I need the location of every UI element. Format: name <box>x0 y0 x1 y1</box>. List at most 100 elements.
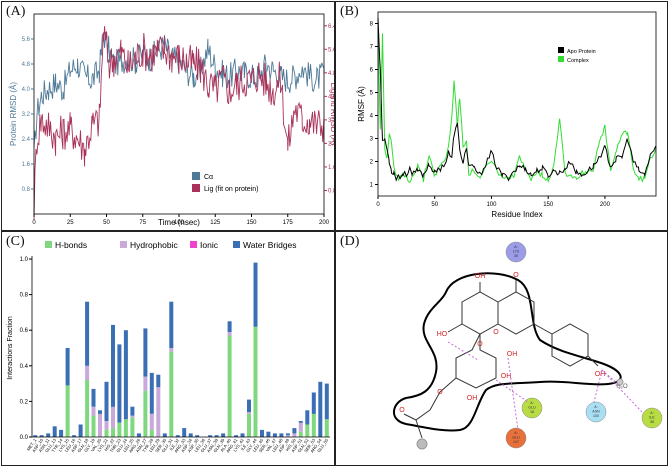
binding-pocket-contour <box>393 272 622 432</box>
y-axis-label: Interactions Fraction <box>7 316 14 380</box>
bar-water-bridges <box>98 410 102 414</box>
atom-label-oh: OH <box>595 371 606 378</box>
y2-tick-label: 6.4 <box>328 24 334 30</box>
x-tick-label: 200 <box>319 220 330 226</box>
hbond-dash <box>601 369 619 385</box>
methyl-sphere <box>416 438 428 450</box>
bar-water-bridges <box>247 399 251 413</box>
bar-h-bonds <box>143 390 148 437</box>
atom-label-oh: OH <box>475 273 486 280</box>
bar-water-bridges <box>52 426 57 437</box>
y-tick-label: 4 <box>370 114 374 120</box>
hbond-dash <box>507 357 519 431</box>
x-tick-label: 0 <box>32 220 36 226</box>
residue-sphere <box>505 241 527 263</box>
bar-water-bridges <box>78 424 83 437</box>
y-tick-label: 1.6 <box>22 162 31 168</box>
bar-h-bonds <box>311 413 316 437</box>
atom-label-oh: OH <box>501 373 512 380</box>
bar-hydrophobic <box>130 415 135 418</box>
bar-water-bridges <box>39 435 44 437</box>
bar-water-bridges <box>195 435 200 437</box>
atom-label-oh: OH <box>467 395 478 402</box>
bar-water-bridges <box>318 381 323 437</box>
bar-water-bridges <box>182 428 187 437</box>
bar-h-bonds <box>149 429 154 437</box>
bar-h-bonds <box>130 417 135 437</box>
plot-frame <box>377 11 657 197</box>
residue-label: 147 <box>513 440 519 444</box>
legend-label: Apo Protein <box>567 49 596 55</box>
bar-water-bridges <box>130 406 135 416</box>
series-line-complex <box>377 26 657 184</box>
legend-label: Cα <box>204 174 213 181</box>
atom-label-o: O <box>399 407 405 414</box>
legend-swatch <box>558 56 564 62</box>
y-tick-label: 0.6 <box>20 328 29 334</box>
panel-a-label: (A) <box>6 4 26 19</box>
ring-b <box>533 323 589 367</box>
y-tick-label: 4.0 <box>22 87 31 93</box>
bar-h-bonds <box>227 335 232 437</box>
bar-water-bridges <box>305 410 310 425</box>
y-tick-label: 0.4 <box>20 364 29 370</box>
bar-water-bridges <box>279 433 284 437</box>
y2-tick-label: 4.8 <box>328 71 334 77</box>
x-axis-label: Residue Index <box>491 210 542 219</box>
bar-water-bridges <box>188 433 193 437</box>
atom-label-ho: HO <box>437 331 448 338</box>
bar-h-bonds <box>65 385 70 437</box>
bar-water-bridges <box>169 301 174 348</box>
hbond-dash <box>447 341 479 361</box>
y-tick-label: 2.4 <box>22 137 31 143</box>
atom-label-o: O <box>513 272 519 279</box>
y2-tick-label: 0.8 <box>328 188 334 194</box>
bar-water-bridges <box>136 433 141 437</box>
y-tick-label: 6 <box>370 68 374 74</box>
bar-water-bridges <box>72 435 77 437</box>
bar-hydrophobic <box>143 376 148 391</box>
atom-label-o: O <box>493 329 499 336</box>
y-axis-label: Protein RMSD (Å) <box>9 82 18 146</box>
bar-water-bridges <box>91 388 96 407</box>
residue-sphere <box>585 401 607 423</box>
legend-swatch <box>45 241 52 248</box>
bar-h-bonds <box>305 424 310 437</box>
residue-label: GLU <box>528 406 536 410</box>
y-tick-label: 0.8 <box>22 187 31 193</box>
y2-tick-label: 1.6 <box>328 165 334 171</box>
bar-water-bridges <box>240 433 245 437</box>
bar-water-bridges <box>149 372 154 414</box>
bar-water-bridges <box>104 381 109 421</box>
ester-bond <box>429 391 441 411</box>
x-tick-label: 175 <box>283 220 294 226</box>
glucose-ring <box>455 333 497 389</box>
y-tick-label: 8 <box>370 22 374 28</box>
bar-hydrophobic <box>292 433 297 437</box>
plot-frame <box>33 13 325 215</box>
y2-tick-label: 2.4 <box>328 141 334 147</box>
bar-hydrophobic <box>98 413 102 437</box>
x-tick-label: 200 <box>600 202 611 208</box>
x-tick-label: 100 <box>486 202 497 208</box>
x-tick-label: 50 <box>431 202 438 208</box>
panel-d-label: (D) <box>340 234 360 249</box>
bar-water-bridges <box>46 433 51 437</box>
legend-swatch <box>190 241 197 248</box>
bar-hydrophobic <box>285 435 290 437</box>
panel-b: (B) 0 50 100 150 200 1 2 3 4 5 6 7 8 Residue Index RMS… <box>335 1 668 231</box>
bar-hydrophobic <box>104 421 109 430</box>
series-line-apo <box>377 17 657 182</box>
bar-water-bridges <box>266 431 271 437</box>
bar-water-bridges <box>123 330 128 420</box>
legend-swatch <box>192 184 200 192</box>
legend-swatch <box>192 172 200 180</box>
bar-water-bridges <box>298 421 303 423</box>
residue-label: 45 <box>514 254 518 258</box>
bar-hydrophobic <box>169 348 174 352</box>
bar-hydrophobic <box>91 406 96 416</box>
ring-a <box>461 291 499 335</box>
interactions-chart: MET_1ASP_10ASN_11GLU_13TYR_14LYS_15LEU_1… <box>7 240 330 454</box>
panel-c: (C) MET_1 ASP_10 ASN_11 GLU_13 TYR_14 LYS_15 L… <box>1 231 335 466</box>
y-tick-label: 4.8 <box>22 62 31 68</box>
